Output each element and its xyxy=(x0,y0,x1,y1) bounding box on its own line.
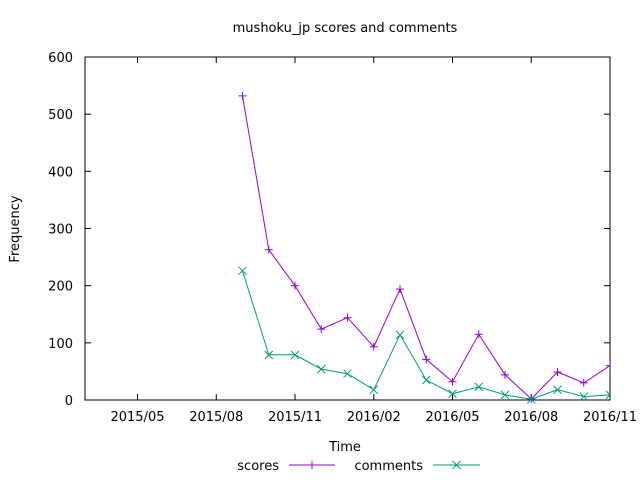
data-point-comments xyxy=(605,390,610,400)
x-axis-label: Time xyxy=(328,440,361,455)
data-point-scores xyxy=(579,378,588,387)
data-point-scores xyxy=(553,367,562,376)
data-point-scores xyxy=(474,330,483,339)
data-point-scores xyxy=(632,371,640,379)
y-tick-label: 500 xyxy=(48,108,73,123)
data-point-comments-d2 xyxy=(369,385,379,395)
data-point-comments xyxy=(369,385,379,395)
data-point-comments xyxy=(421,375,431,385)
data-point-comments-d2 xyxy=(526,395,536,404)
chart-title: mushoku_jp scores and comments xyxy=(233,21,458,36)
x-axis: 2015/05 2015/08 2015/11 2016/02 2016/05 2016/… xyxy=(110,57,637,425)
y-tick-label: 0 xyxy=(65,394,73,409)
data-point-scores xyxy=(396,285,404,294)
data-point-scores xyxy=(448,377,457,386)
y-tick-label: 200 xyxy=(48,280,73,295)
legend-marker-comments xyxy=(452,460,461,470)
data-point-comments-d1 xyxy=(632,390,640,398)
data-point-scores xyxy=(343,313,352,322)
data-point-comments xyxy=(474,382,484,392)
data-point-comments xyxy=(238,266,247,276)
data-point-comments-d2 xyxy=(395,330,405,340)
data-point-comments-d2 xyxy=(605,394,610,400)
data-point-comments xyxy=(448,389,457,399)
data-point-comments xyxy=(553,385,562,395)
series-layer xyxy=(238,91,640,404)
data-point-comments xyxy=(526,395,536,404)
data-point-scores xyxy=(422,355,431,364)
data-point-scores xyxy=(264,245,273,254)
plot-area xyxy=(84,56,611,401)
data-point-comments xyxy=(343,369,352,379)
series-scores xyxy=(238,91,640,403)
x-tick-label: 2016/02 xyxy=(347,410,401,425)
legend-marker-scores xyxy=(308,461,316,469)
y-tick-label: 400 xyxy=(48,165,73,180)
data-point-comments xyxy=(500,390,510,400)
legend-label-comments: comments xyxy=(354,459,423,474)
data-point-comments-d1 xyxy=(605,390,610,396)
data-point-scores xyxy=(238,91,247,100)
x-tick-label: 2015/08 xyxy=(189,410,243,425)
x-tick-label: 2015/11 xyxy=(268,410,322,425)
y-tick-label: 300 xyxy=(48,223,73,238)
data-point-scores xyxy=(291,281,299,290)
data-point-comments-d2 xyxy=(316,364,326,374)
data-point-comments-d2 xyxy=(343,369,352,379)
data-point-comments-d2 xyxy=(474,382,484,392)
y-axis-label: Frequency xyxy=(8,195,23,262)
data-point-scores xyxy=(501,370,509,379)
series-comments xyxy=(238,266,640,404)
data-point-scores xyxy=(317,325,326,334)
x-tick-label: 2016/11 xyxy=(583,410,637,425)
data-point-comments-d2 xyxy=(632,390,640,398)
data-point-comments xyxy=(632,390,640,398)
data-point-comments-d2 xyxy=(553,385,562,395)
x-tick-label: 2016/08 xyxy=(504,410,558,425)
data-point-comments-d2 xyxy=(500,390,510,400)
series-line-scores xyxy=(242,95,610,400)
data-point-comments-d2 xyxy=(448,389,457,399)
data-point-comments-d2 xyxy=(290,350,300,360)
y-axis: 0 100 200 300 400 500 600 xyxy=(48,51,610,409)
data-point-scores xyxy=(606,361,610,370)
data-point-comments-d2 xyxy=(579,392,589,401)
legend-label-scores: scores xyxy=(237,459,279,474)
legend-marker-comments-d2 xyxy=(452,460,461,470)
x-tick-label: 2015/05 xyxy=(110,410,164,425)
data-point-comments xyxy=(395,330,405,340)
y-tick-label: 100 xyxy=(48,337,73,352)
data-point-comments-d2 xyxy=(238,266,247,276)
y-tick-label: 600 xyxy=(48,51,73,66)
data-point-comments xyxy=(316,364,326,374)
data-point-comments xyxy=(579,392,589,401)
data-point-comments xyxy=(290,350,300,360)
x-tick-label: 2016/05 xyxy=(425,410,479,425)
data-point-comments-d2 xyxy=(421,375,431,385)
data-point-comments-d2 xyxy=(264,350,274,360)
series-line-comments xyxy=(242,270,610,400)
data-point-comments xyxy=(264,350,274,360)
data-point-scores xyxy=(369,342,378,351)
legend: scores comments xyxy=(237,459,480,474)
